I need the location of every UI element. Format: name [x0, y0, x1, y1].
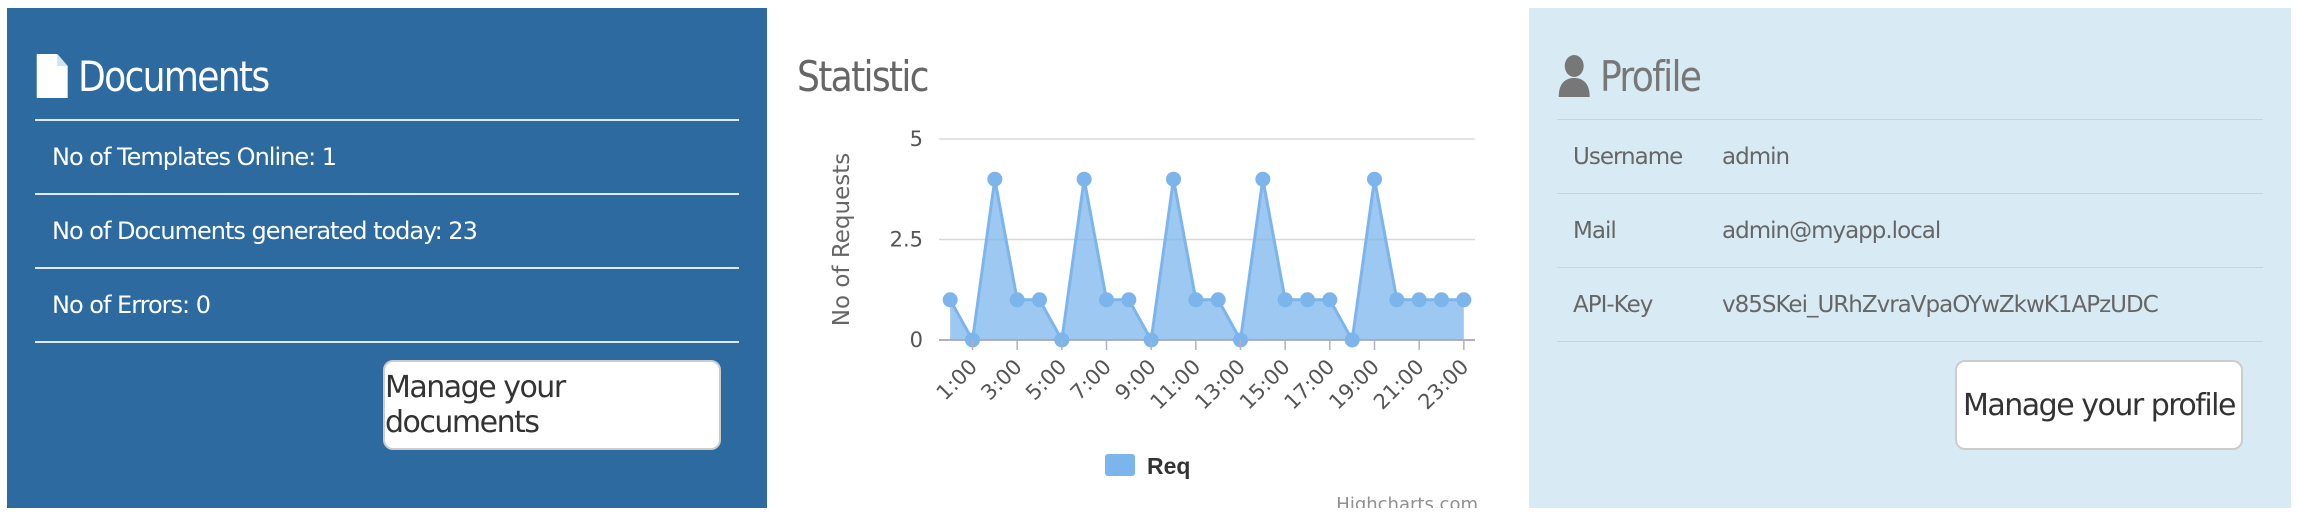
profile-title: Profile [1557, 46, 1702, 106]
statistic-title: Statistic [797, 51, 930, 101]
mail-label: Mail [1573, 217, 1617, 244]
api-key-label: API-Key [1573, 291, 1653, 318]
data-point [1277, 292, 1293, 308]
documents-title-text: Documents [78, 51, 270, 101]
stat-templates-online: No of Templates Online: 1 [35, 119, 739, 193]
data-point [1411, 292, 1427, 308]
data-point [1367, 171, 1382, 187]
documents-stats-list: No of Templates Online: 1 No of Document… [35, 119, 739, 343]
x-tick-label: 5:00 [1021, 355, 1071, 405]
data-point [1121, 292, 1137, 308]
profile-row-api-key: API-Key v85SKei_URhZvraVpaOYwZkwK1APzUDC [1557, 267, 2263, 341]
x-tick-label: 3:00 [976, 355, 1026, 405]
statistic-panel: Statistic 0 2.5 5 No of Requests 1:00 3:00 5:0… [767, 8, 1529, 508]
file-icon [35, 52, 69, 100]
data-point [1210, 292, 1226, 308]
series-area [950, 179, 1464, 340]
documents-panel: Documents No of Templates Online: 1 No o… [7, 8, 767, 508]
data-point [1099, 292, 1114, 308]
manage-documents-button[interactable]: Manage your documents [383, 360, 721, 450]
data-point [1300, 292, 1315, 308]
y-tick-label: 0 [910, 328, 923, 352]
data-point [1255, 171, 1271, 187]
legend-label: Req [1147, 453, 1190, 479]
mail-value: admin@myapp.local [1722, 217, 1941, 244]
data-point [1344, 332, 1360, 348]
x-tick-label: 13:00 [1190, 355, 1250, 415]
highcharts-credit: Highcharts.com [1336, 494, 1478, 508]
y-axis-title: No of Requests [829, 153, 855, 326]
x-tick-label: 7:00 [1066, 355, 1116, 405]
username-value: admin [1722, 143, 1790, 170]
x-tick-label: 11:00 [1146, 355, 1206, 415]
profile-title-text: Profile [1600, 51, 1702, 101]
x-tick-label: 21:00 [1369, 355, 1429, 415]
legend-swatch [1105, 454, 1135, 476]
profile-row-username: Username admin [1557, 119, 2263, 193]
x-tick-label: 19:00 [1324, 355, 1384, 415]
data-point [1389, 292, 1405, 308]
username-label: Username [1573, 143, 1683, 170]
data-point [1076, 171, 1092, 187]
data-point [1188, 292, 1204, 308]
profile-table: Username admin Mail admin@myapp.local AP… [1557, 119, 2263, 342]
stat-errors: No of Errors: 0 [35, 267, 739, 341]
x-tick-label: 15:00 [1235, 355, 1295, 415]
data-point [942, 292, 958, 308]
divider [1557, 341, 2263, 342]
data-point [1456, 292, 1472, 308]
data-point [1009, 292, 1025, 308]
x-tick-label: 17:00 [1280, 355, 1340, 415]
x-tick-label: 23:00 [1414, 355, 1474, 415]
profile-row-mail: Mail admin@myapp.local [1557, 193, 2263, 267]
data-point [1032, 292, 1047, 308]
y-tick-label: 5 [910, 127, 923, 151]
data-point [1166, 171, 1181, 187]
profile-panel: Profile Username admin Mail admin@myapp.… [1529, 8, 2291, 508]
x-tick-label: 1:00 [932, 355, 982, 405]
api-key-value: v85SKei_URhZvraVpaOYwZkwK1APzUDC [1722, 291, 2159, 318]
data-point [987, 171, 1003, 187]
y-tick-label: 2.5 [890, 228, 923, 252]
documents-title: Documents [35, 46, 270, 106]
stat-documents-today: No of Documents generated today: 23 [35, 193, 739, 267]
divider [35, 341, 739, 343]
data-point [1322, 292, 1338, 308]
manage-profile-button[interactable]: Manage your profile [1955, 360, 2243, 450]
data-point [1434, 292, 1449, 308]
user-icon [1557, 53, 1591, 99]
